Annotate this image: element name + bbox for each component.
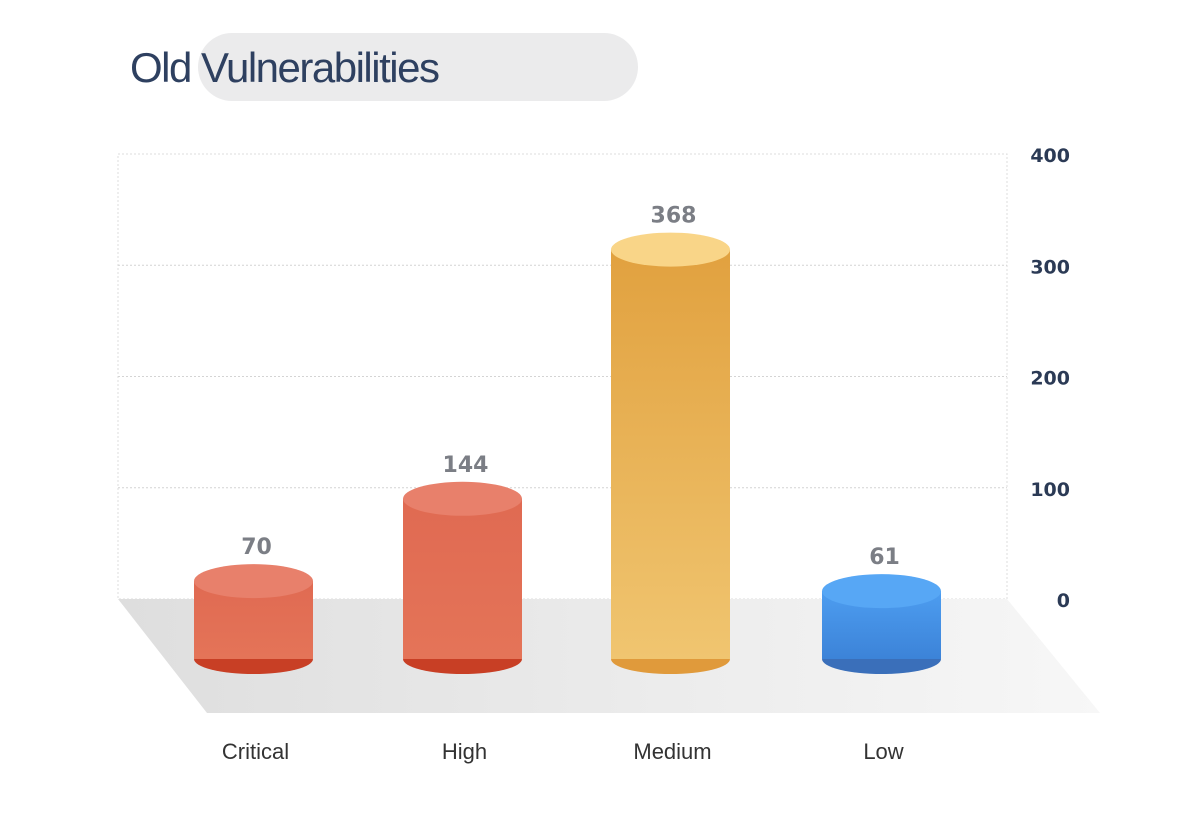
value-label: 61 <box>869 545 900 570</box>
value-labels: 70 144 368 61 <box>241 204 900 571</box>
chart-title: Old Vulnerabilities <box>130 44 440 91</box>
bars <box>194 232 941 674</box>
bar-cap <box>403 481 522 516</box>
bar-cap <box>194 564 313 599</box>
x-tick-label: Low <box>863 739 903 764</box>
value-label: 144 <box>443 453 489 478</box>
y-tick-label: 200 <box>1030 368 1070 390</box>
bar-low <box>822 574 941 674</box>
y-tick-label: 400 <box>1030 145 1070 167</box>
grid-lines <box>118 264 1007 489</box>
bar-medium <box>611 232 730 674</box>
bar-high <box>403 481 522 674</box>
x-tick-label: Critical <box>222 739 289 764</box>
bar-cap <box>822 574 941 609</box>
bar-body <box>403 498 522 659</box>
y-tick-label: 100 <box>1030 479 1070 501</box>
bar-cap <box>611 232 730 267</box>
y-tick-label: 0 <box>1057 590 1070 612</box>
bar-critical <box>194 564 313 674</box>
y-axis: 0 100 200 300 400 <box>1030 145 1070 612</box>
title-background <box>198 33 638 101</box>
x-tick-label: Medium <box>633 739 711 764</box>
bar-body <box>611 249 730 659</box>
y-tick-label: 300 <box>1030 256 1070 278</box>
x-tick-label: High <box>442 739 487 764</box>
value-label: 70 <box>241 535 272 560</box>
x-axis: Critical High Medium Low <box>222 739 904 764</box>
value-label: 368 <box>651 204 697 229</box>
